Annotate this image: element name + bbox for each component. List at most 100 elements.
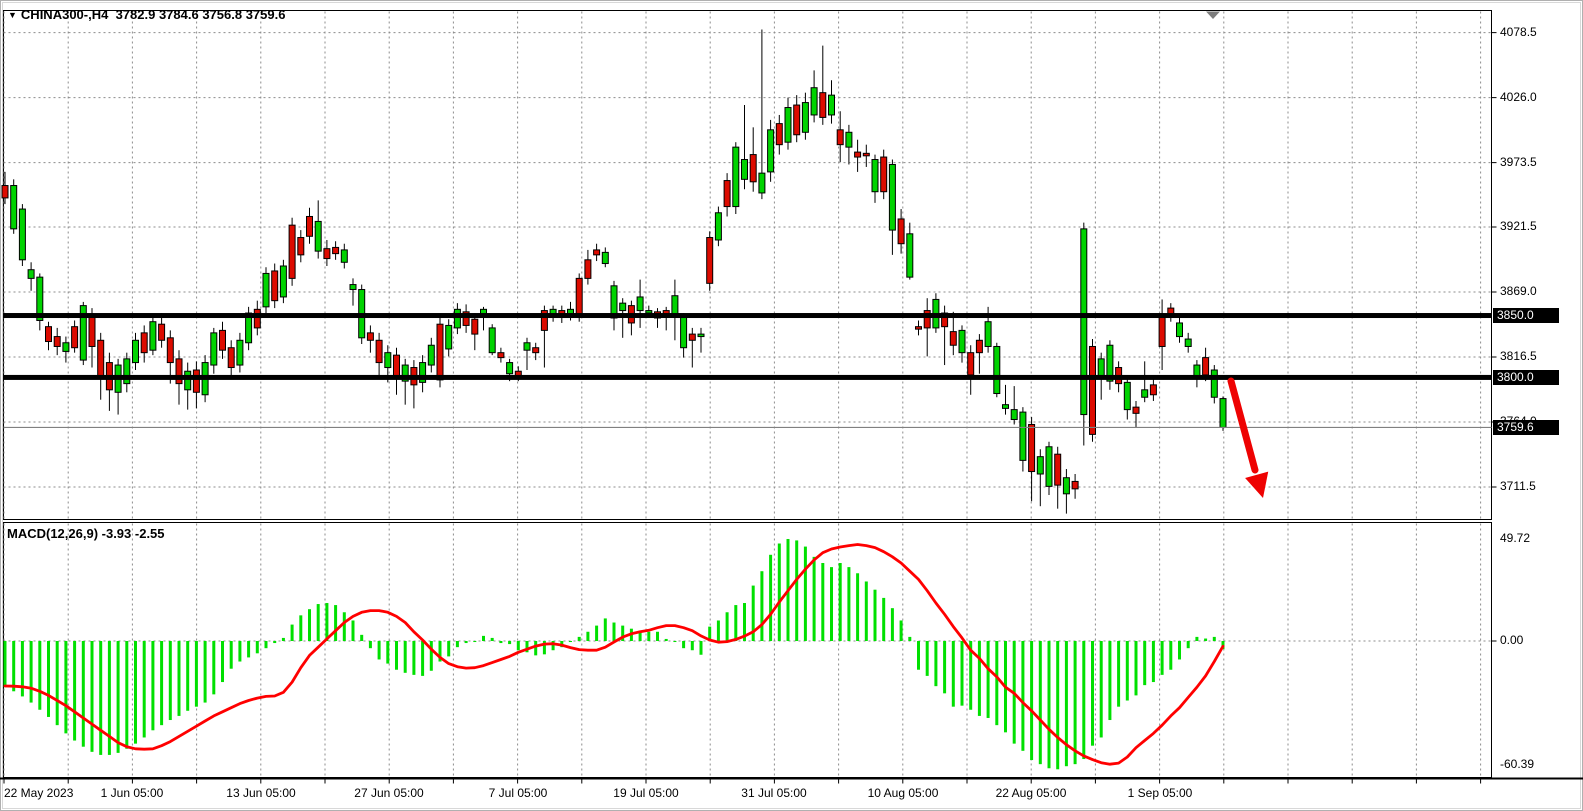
candle-body[interactable] bbox=[758, 172, 766, 194]
candle-body[interactable] bbox=[123, 358, 131, 385]
candle-body[interactable] bbox=[71, 326, 79, 349]
candle-body[interactable] bbox=[723, 180, 731, 208]
candle-body[interactable] bbox=[984, 321, 992, 347]
candle-body[interactable] bbox=[819, 92, 827, 118]
candle-body[interactable] bbox=[1028, 423, 1036, 473]
candle-body[interactable] bbox=[401, 364, 409, 382]
candle-body[interactable] bbox=[958, 329, 966, 354]
candle-body[interactable] bbox=[140, 332, 148, 354]
candle-body[interactable] bbox=[253, 308, 261, 329]
candle-body[interactable] bbox=[975, 339, 983, 354]
candle-body[interactable] bbox=[732, 146, 740, 208]
candle-body[interactable] bbox=[906, 233, 914, 278]
price-axis[interactable] bbox=[1492, 10, 1583, 778]
candle-body[interactable] bbox=[1, 185, 9, 199]
candle-body[interactable] bbox=[175, 358, 183, 385]
candle-body[interactable] bbox=[79, 305, 87, 361]
candle-body[interactable] bbox=[854, 151, 862, 158]
candle-body[interactable] bbox=[158, 323, 166, 341]
candle-body[interactable] bbox=[384, 352, 392, 369]
candle-body[interactable] bbox=[706, 237, 714, 284]
candle-body[interactable] bbox=[219, 329, 226, 351]
candle-body[interactable] bbox=[97, 339, 105, 378]
candle-body[interactable] bbox=[836, 129, 844, 146]
candle-body[interactable] bbox=[1176, 322, 1183, 338]
candle-body[interactable] bbox=[166, 337, 174, 364]
candle-body[interactable] bbox=[506, 362, 514, 375]
candle-body[interactable] bbox=[801, 102, 809, 133]
candle-body[interactable] bbox=[880, 156, 888, 193]
candle-body[interactable] bbox=[279, 265, 287, 298]
candle-body[interactable] bbox=[1054, 453, 1062, 486]
candle-body[interactable] bbox=[793, 104, 801, 136]
candle-body[interactable] bbox=[497, 352, 505, 359]
candle-body[interactable] bbox=[366, 332, 374, 341]
candle-body[interactable] bbox=[862, 152, 870, 157]
horizontal-level-line[interactable] bbox=[3, 374, 1492, 380]
candle-body[interactable] bbox=[784, 107, 792, 143]
candle-body[interactable] bbox=[540, 310, 548, 331]
candle-body[interactable] bbox=[1184, 338, 1192, 347]
candle-body[interactable] bbox=[697, 333, 705, 338]
candle-body[interactable] bbox=[680, 316, 688, 349]
candle-body[interactable] bbox=[436, 323, 444, 381]
candle-body[interactable] bbox=[967, 352, 975, 376]
candle-body[interactable] bbox=[810, 87, 818, 116]
candle-body[interactable] bbox=[949, 331, 957, 346]
candle-body[interactable] bbox=[897, 218, 905, 245]
candle-body[interactable] bbox=[1141, 389, 1149, 398]
candle-body[interactable] bbox=[192, 369, 200, 393]
candle-body[interactable] bbox=[593, 249, 601, 256]
candle-body[interactable] bbox=[36, 276, 44, 321]
candle-body[interactable] bbox=[210, 332, 218, 366]
candle-body[interactable] bbox=[845, 131, 853, 148]
candle-body[interactable] bbox=[27, 269, 35, 279]
collapse-one-click-icon[interactable]: ▼ bbox=[8, 10, 17, 20]
candle-body[interactable] bbox=[1149, 384, 1157, 396]
candle-body[interactable] bbox=[132, 339, 139, 364]
candle-body[interactable] bbox=[749, 154, 757, 183]
candle-body[interactable] bbox=[1010, 409, 1018, 421]
candle-body[interactable] bbox=[1002, 404, 1009, 409]
candle-body[interactable] bbox=[714, 212, 722, 241]
candle-body[interactable] bbox=[1089, 345, 1096, 435]
candle-body[interactable] bbox=[645, 310, 653, 314]
candle-body[interactable] bbox=[888, 163, 896, 231]
candle-body[interactable] bbox=[62, 342, 70, 352]
candle-body[interactable] bbox=[1106, 344, 1114, 382]
candle-body[interactable] bbox=[471, 318, 479, 335]
candle-body[interactable] bbox=[288, 224, 296, 279]
candle-body[interactable] bbox=[349, 284, 357, 291]
candle-body[interactable] bbox=[1202, 357, 1210, 376]
candle-body[interactable] bbox=[427, 344, 435, 366]
candle-body[interactable] bbox=[332, 246, 340, 255]
candle-body[interactable] bbox=[445, 324, 453, 350]
candle-body[interactable] bbox=[314, 220, 322, 252]
candle-body[interactable] bbox=[393, 354, 400, 378]
candle-body[interactable] bbox=[88, 315, 96, 347]
candle-body[interactable] bbox=[297, 237, 305, 256]
candle-body[interactable] bbox=[775, 123, 783, 146]
candle-body[interactable] bbox=[915, 326, 922, 330]
candle-body[interactable] bbox=[306, 215, 313, 237]
price-panel[interactable] bbox=[3, 10, 1492, 520]
candle-body[interactable] bbox=[18, 208, 26, 261]
candle-body[interactable] bbox=[767, 129, 775, 173]
candle-body[interactable] bbox=[236, 339, 244, 366]
candle-body[interactable] bbox=[1210, 369, 1218, 398]
candle-body[interactable] bbox=[532, 347, 540, 354]
candle-body[interactable] bbox=[1062, 477, 1070, 495]
candle-body[interactable] bbox=[575, 277, 583, 318]
candle-body[interactable] bbox=[184, 370, 192, 391]
candle-body[interactable] bbox=[45, 326, 52, 343]
candle-body[interactable] bbox=[10, 185, 18, 230]
horizontal-level-line[interactable] bbox=[3, 313, 1492, 319]
candle-body[interactable] bbox=[323, 248, 331, 260]
candle-body[interactable] bbox=[453, 308, 461, 329]
candle-body[interactable] bbox=[53, 336, 61, 347]
candle-body[interactable] bbox=[419, 362, 427, 383]
candle-body[interactable] bbox=[462, 311, 470, 326]
candle-body[interactable] bbox=[149, 321, 157, 351]
candle-body[interactable] bbox=[828, 94, 835, 116]
